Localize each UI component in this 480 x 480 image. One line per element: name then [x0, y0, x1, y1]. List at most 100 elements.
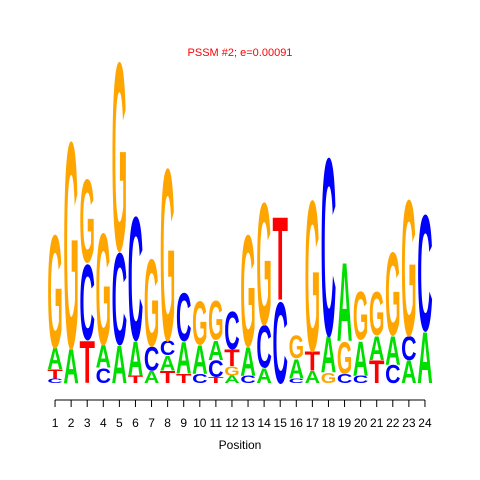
logo-letter: G [160, 117, 175, 392]
logo-letter: C [79, 244, 94, 363]
logo-letter: G [353, 278, 368, 355]
logo-letter: T [208, 375, 225, 385]
logo-letter: A [208, 335, 223, 366]
logo-letter: A [337, 241, 352, 366]
chart-title: PSSM #2; e=0.00091 [188, 47, 293, 59]
logo-letter: A [63, 339, 78, 395]
logo-letter: G [289, 329, 304, 365]
logo-letter: G [144, 233, 159, 372]
logo-letter: C [160, 335, 176, 360]
x-tick-label: 4 [100, 416, 107, 430]
logo-letter: G [112, 7, 127, 307]
logo-letter: C [417, 182, 432, 367]
logo-letter: C [337, 372, 352, 386]
x-tick-label: 3 [84, 416, 91, 430]
logo-letter: G [385, 229, 400, 361]
logo-letter: G [337, 333, 352, 384]
logo-letter: C [256, 313, 271, 381]
x-tick-label: 9 [180, 416, 187, 430]
x-tick-label: 12 [225, 416, 239, 430]
x-tick-label: 23 [402, 416, 416, 430]
logo-letter: T [47, 367, 62, 381]
logo-letter: T [128, 373, 144, 385]
logo-letter: A [256, 363, 272, 388]
x-tick-label: 20 [354, 416, 368, 430]
logo-letter: C [240, 373, 256, 385]
logo-letter: C [112, 226, 127, 372]
logo-letter: A [96, 338, 111, 374]
logo-letter: A [369, 330, 385, 368]
x-tick-label: 19 [338, 416, 352, 430]
logo-letter: G [47, 203, 62, 382]
x-tick-label: 16 [290, 416, 304, 430]
x-tick-label: 14 [257, 416, 271, 430]
logo-letter: A [160, 351, 176, 376]
logo-letter: T [224, 344, 239, 371]
logo-letter: A [192, 336, 207, 382]
logo-letter: C [47, 377, 63, 384]
logo-letter: C [224, 300, 239, 360]
x-tick-label: 10 [193, 416, 207, 430]
logo-letter: G [256, 167, 271, 362]
logo-letter: C [272, 277, 287, 408]
logo-letter: A [353, 331, 368, 387]
logo-letter: T [272, 194, 287, 326]
logo-letter: C [385, 360, 400, 389]
x-tick-label: 8 [164, 416, 171, 430]
x-tick-label: 13 [241, 416, 255, 430]
logo-letter: C [176, 279, 191, 356]
logo-letter: G [305, 156, 320, 397]
x-tick-label: 24 [418, 416, 432, 430]
x-tick-label: 6 [132, 416, 139, 430]
logo-letter: T [160, 368, 175, 387]
logo-letter: A [112, 335, 127, 395]
logo-letter: G [224, 364, 239, 378]
logo-letter: A [417, 318, 432, 399]
logo-letter: A [176, 333, 191, 384]
logo-letter: A [385, 327, 400, 373]
x-tick-label: 7 [148, 416, 155, 430]
logo-letter: G [63, 82, 78, 411]
logo-letter: C [144, 341, 160, 379]
logo-letter: G [369, 279, 384, 348]
logo-letter: C [128, 180, 143, 378]
logo-letter: A [289, 354, 304, 385]
logo-letter: C [401, 330, 417, 368]
logo-letter: A [321, 327, 336, 384]
x-tick-label: 11 [210, 416, 223, 430]
logo-letter: T [305, 346, 321, 377]
logo-letter: C [192, 372, 207, 386]
logo-letter: T [79, 329, 95, 397]
x-tick-label: 2 [68, 416, 75, 430]
logo-letter: G [401, 161, 416, 377]
logo-letter: A [240, 338, 255, 384]
logo-letter: G [96, 201, 111, 379]
x-tick-label: 15 [274, 416, 288, 430]
logo-letter: T [176, 372, 191, 386]
logo-letter: C [208, 355, 223, 382]
logo-letter: A [144, 368, 159, 387]
logo-letter: G [192, 288, 207, 357]
logo-letter: G [321, 370, 336, 387]
logo-letter: A [305, 368, 320, 387]
logo-letter: G [79, 156, 94, 288]
x-tick-label: 1 [52, 416, 59, 430]
logo-letter: A [224, 373, 240, 385]
logo-letter: T [369, 354, 385, 390]
x-axis-label: Position [219, 438, 262, 452]
logo-letter: C [321, 107, 336, 390]
x-tick-label: 18 [322, 416, 336, 430]
x-tick-label: 22 [386, 416, 400, 430]
logo-letter: G [240, 203, 255, 381]
logo-letter: C [96, 363, 112, 388]
logo-letter: C [289, 377, 305, 384]
logo-letter: A [128, 331, 143, 387]
logo-letter: C [353, 373, 369, 385]
logo-letter: A [401, 354, 416, 390]
logo-letter: G [208, 290, 223, 353]
logo-letter: A [47, 342, 62, 376]
x-tick-label: 21 [370, 416, 384, 430]
x-tick-label: 5 [116, 416, 123, 430]
x-tick-label: 17 [306, 416, 320, 430]
